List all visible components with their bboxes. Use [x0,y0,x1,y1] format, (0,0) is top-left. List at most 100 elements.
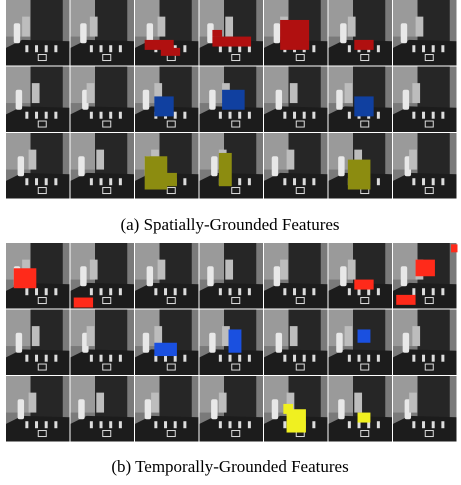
table [329,349,393,375]
object [154,421,157,428]
object [367,355,370,362]
object [229,112,232,119]
table [393,349,457,375]
object [119,45,122,52]
object [100,45,103,52]
object [377,178,380,185]
figure: (a) Spatially-Grounded Features (b) Temp… [0,0,461,485]
arm [225,17,233,37]
object [219,355,222,362]
bottle [403,90,409,110]
arm [87,83,95,103]
feature-highlight [451,244,457,252]
bottle [16,333,22,353]
feature-highlight [161,173,177,186]
bottle [18,156,24,176]
bottle [403,333,409,353]
bottle [207,266,213,286]
arm [32,326,40,346]
object [109,421,112,428]
table [264,106,328,132]
object [348,112,351,119]
object [238,178,241,185]
object [348,355,351,362]
arm [29,150,37,170]
object [377,288,380,295]
table [71,349,135,375]
table [200,349,264,375]
object [348,288,351,295]
arm [345,326,353,346]
arm [287,150,295,170]
bottle [147,266,153,286]
object [238,421,241,428]
object [441,45,444,52]
bottle [338,399,344,419]
bottle [211,156,217,176]
object [293,288,296,295]
arm [409,150,417,170]
object [303,112,306,119]
feature-highlight [354,280,373,290]
object [25,178,28,185]
arm [225,260,233,280]
object [303,355,306,362]
table [6,416,70,442]
feature-highlight [212,37,251,47]
object [412,288,415,295]
bottle [78,399,84,419]
person-torso [95,243,127,284]
bottle [274,266,280,286]
feature-highlight [161,48,180,56]
arm [158,17,166,37]
object [432,421,435,428]
bottle [143,333,149,353]
object [45,45,48,52]
table [6,40,70,66]
object [412,112,415,119]
object [229,288,232,295]
object [35,355,38,362]
bottle [401,23,407,43]
object [312,421,315,428]
object [348,421,351,428]
object [54,355,57,362]
object [45,355,48,362]
bottle [80,23,86,43]
object [119,288,122,295]
object [54,288,57,295]
object [412,45,415,52]
table [71,416,135,442]
feature-highlight [74,298,93,308]
object [25,112,28,119]
object [109,45,112,52]
feature-highlight [283,404,293,414]
bottle [211,399,217,419]
object [119,112,122,119]
table [393,106,457,132]
object [183,421,186,428]
object [109,288,112,295]
object [54,45,57,52]
table [6,106,70,132]
object [54,178,57,185]
person-torso [418,376,450,417]
arm [290,83,298,103]
object [45,178,48,185]
object [432,45,435,52]
object [229,355,232,362]
object [377,112,380,119]
object [283,355,286,362]
object [35,45,38,52]
object [219,288,222,295]
object [412,178,415,185]
arm [354,393,362,413]
bottle [18,399,24,419]
person-torso [418,310,450,351]
arm [348,260,356,280]
arm [412,326,420,346]
object [54,421,57,428]
object [422,421,425,428]
bottle [272,399,278,419]
object [422,45,425,52]
